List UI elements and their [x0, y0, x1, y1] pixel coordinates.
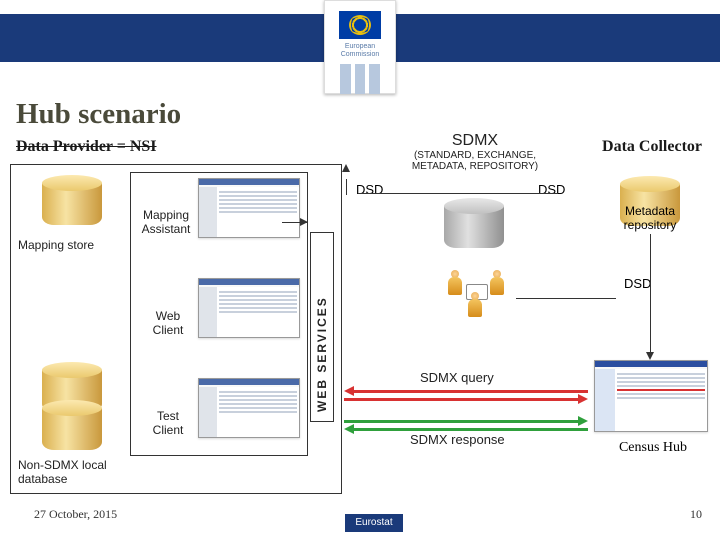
right-arrowhead: [646, 352, 654, 360]
dsd-connector: [358, 193, 558, 194]
census-hub-thumb: [594, 360, 708, 432]
dsd-label-right2: DSD: [624, 276, 651, 291]
slide-number: 10: [690, 507, 702, 522]
dsd-label-right: DSD: [538, 182, 565, 197]
web-services-label: WEB SERVICES: [315, 296, 329, 412]
page-title: Hub scenario: [16, 98, 181, 131]
role-left: Data Provider = NSI: [16, 138, 157, 156]
right-vline: [650, 234, 651, 358]
meta-repo-label: Metadata repository: [600, 204, 700, 232]
response-arrow-right: [344, 420, 580, 423]
web-client-label: Web Client: [142, 309, 194, 337]
collab-icon: [442, 270, 512, 320]
response-arrow-left: [352, 428, 588, 431]
sdmx-heading: SDMX (STANDARD, EXCHANGE, METADATA, REPO…: [380, 132, 570, 172]
test-client-label: Test Client: [142, 409, 194, 437]
query-arrow-left: [352, 390, 588, 393]
role-right: Data Collector: [602, 138, 702, 156]
eu-flag-icon: [339, 11, 381, 39]
people-connector: [516, 298, 616, 299]
query-arrow-right: [344, 398, 580, 401]
logo-text: EuropeanCommission: [325, 43, 395, 58]
ec-logo: EuropeanCommission: [324, 0, 396, 94]
sdmx-repo-db: [444, 198, 512, 258]
eurostat-badge: Eurostat: [345, 514, 403, 532]
dsd-drop: [346, 179, 347, 195]
mapping-assistant-thumb: [198, 178, 300, 238]
test-client-thumb: [198, 378, 300, 438]
mapping-assistant-label: Mapping Assistant: [134, 208, 198, 236]
response-label: SDMX response: [410, 432, 505, 447]
census-hub-label: Census Hub: [608, 440, 698, 456]
web-client-thumb: [198, 278, 300, 338]
query-label: SDMX query: [420, 370, 494, 385]
dsd-arrowhead: [342, 164, 350, 172]
dsd-label-left: DSD: [356, 182, 383, 197]
footer-date: 27 October, 2015: [34, 507, 117, 522]
